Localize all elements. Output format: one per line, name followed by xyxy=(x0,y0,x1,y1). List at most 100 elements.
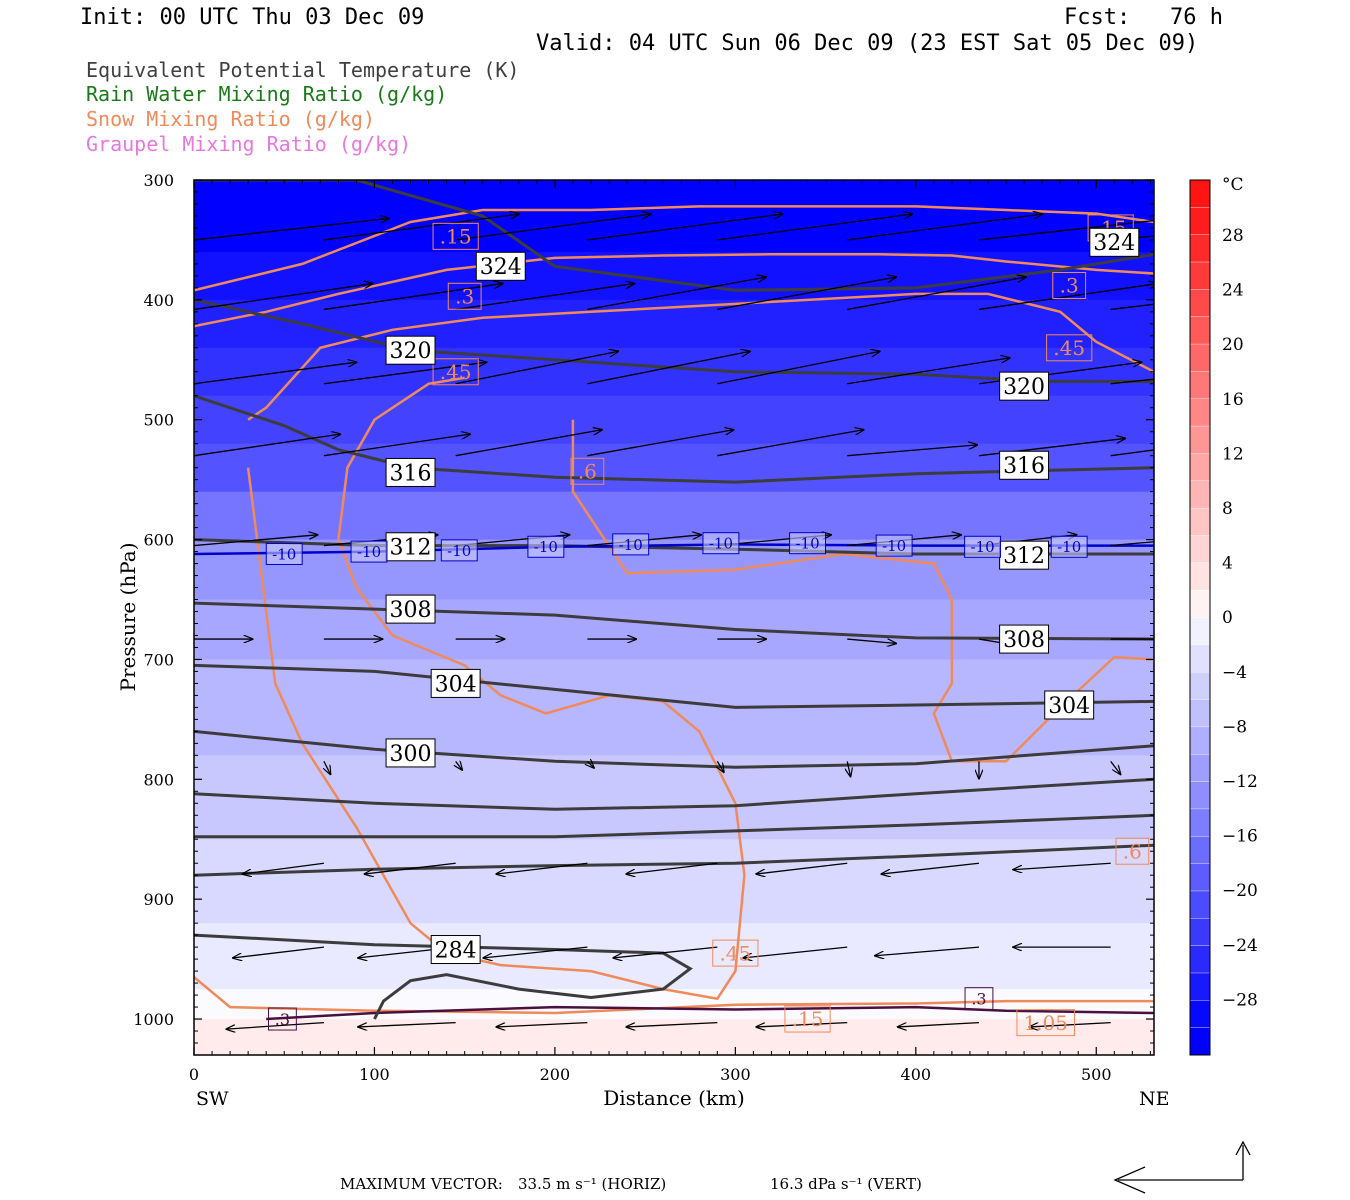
x-tick-label: 500 xyxy=(1081,1065,1112,1084)
colorbar-tick-label: 12 xyxy=(1222,444,1244,464)
colorbar-tick-label: 0 xyxy=(1222,608,1233,628)
plot-frame xyxy=(193,179,1155,1056)
colorbar-segment xyxy=(1189,671,1211,701)
wind-vector xyxy=(717,761,723,772)
isotherm-label: -10 xyxy=(265,542,303,565)
wind-vector xyxy=(882,862,980,874)
svg-text:284: 284 xyxy=(435,938,477,963)
theta-e-label: 300 xyxy=(385,738,436,768)
legend-graupel: Graupel Mixing Ratio (g/kg) xyxy=(86,132,412,156)
y-axis-title: Pressure (hPa) xyxy=(116,543,140,692)
valid-time: Valid: 04 UTC Sun 06 Dec 09 (23 EST Sat … xyxy=(536,31,1199,56)
wind-vector xyxy=(587,214,782,241)
temperature-band xyxy=(194,491,1154,541)
colorbar-tick-label: 4 xyxy=(1222,554,1233,574)
wind-vector xyxy=(1110,378,1154,385)
snow-contour xyxy=(194,253,1154,328)
wind-vector xyxy=(613,946,718,958)
wind-vector xyxy=(455,430,602,457)
svg-text:320: 320 xyxy=(1003,375,1045,400)
y-tick-label: 500 xyxy=(143,411,174,430)
theta-e-label: 316 xyxy=(999,450,1050,480)
colorbar-tick-label: 24 xyxy=(1222,281,1244,301)
svg-text:-10: -10 xyxy=(357,543,381,561)
colorbar-segment xyxy=(1189,207,1211,236)
svg-text:.3: .3 xyxy=(971,989,986,1008)
colorbar-segment xyxy=(1189,836,1211,865)
theta-e-label: 320 xyxy=(999,371,1050,401)
svg-text:-10: -10 xyxy=(882,537,906,555)
wind-vector xyxy=(324,761,330,774)
svg-text:-10: -10 xyxy=(447,542,471,560)
colorbar-segment xyxy=(1189,562,1211,591)
wind-vector xyxy=(323,214,519,241)
snow-contour-label: .15 xyxy=(784,1005,831,1033)
colorbar-segment xyxy=(1189,890,1211,919)
colorbar-segment xyxy=(1189,754,1211,783)
rain-contour xyxy=(266,1005,1154,1021)
colorbar-segment xyxy=(1189,343,1211,373)
wind-vector xyxy=(455,214,651,241)
theta-e-contour xyxy=(194,729,1154,769)
wind-vector xyxy=(323,434,470,457)
colorbar-segment xyxy=(1189,535,1211,564)
svg-text:.6: .6 xyxy=(578,459,597,483)
svg-text:304: 304 xyxy=(435,672,477,697)
svg-text:324: 324 xyxy=(1093,231,1135,256)
y-tick-label: 900 xyxy=(143,890,174,909)
wind-vector xyxy=(978,284,1154,311)
colorbar-segment xyxy=(1189,699,1211,728)
y-tick-label: 400 xyxy=(143,291,174,310)
wind-vector xyxy=(756,1021,848,1027)
colorbar-tick-label: −20 xyxy=(1222,881,1258,901)
isotherm-label: -10 xyxy=(1050,535,1088,558)
colorbar-tick-label: 20 xyxy=(1222,335,1244,355)
wind-vector xyxy=(717,277,896,311)
colorbar-segment xyxy=(1189,972,1211,1002)
theta-e-contour xyxy=(194,777,1154,811)
forecast-hour: Fcst: 76 h xyxy=(1064,5,1223,30)
theta-e-label: 308 xyxy=(999,624,1050,654)
isotherm-label: -10 xyxy=(875,534,913,557)
wind-vector xyxy=(587,277,766,311)
colorbar-segment xyxy=(1189,507,1211,537)
theta-e-label: 316 xyxy=(385,457,436,487)
colorbar-segment xyxy=(1189,261,1211,291)
isotherm-label: -10 xyxy=(964,535,1002,558)
colorbar-segment xyxy=(1189,425,1211,455)
snow-contour-label: .45 xyxy=(432,358,479,386)
svg-text:-10: -10 xyxy=(1057,538,1081,556)
wind-vector xyxy=(626,1021,718,1027)
colorbar-tick-label: 8 xyxy=(1222,499,1233,519)
wind-vector xyxy=(587,761,593,767)
max-vector-vert: 16.3 dPa s⁻¹ (VERT) xyxy=(770,1175,922,1193)
colorbar-tick-label: −8 xyxy=(1222,717,1247,737)
wind-vector xyxy=(587,430,733,457)
wind-vector xyxy=(233,946,325,958)
svg-text:.45: .45 xyxy=(440,360,472,384)
theta-e-contour xyxy=(194,813,1154,839)
colorbar-segment xyxy=(1189,918,1211,947)
theta-e-contour xyxy=(194,180,1154,292)
wind-vector xyxy=(456,761,462,770)
colorbar-segment xyxy=(1189,316,1211,345)
wind-vector xyxy=(1110,235,1154,241)
svg-text:.45: .45 xyxy=(1053,336,1085,360)
isotherm-label: -10 xyxy=(612,533,650,556)
snow-contour-label: .3 xyxy=(1052,271,1087,299)
colorbar-segment xyxy=(1189,726,1211,755)
wind-vector xyxy=(496,1021,588,1027)
wind-vector xyxy=(847,277,1026,311)
svg-text:-10: -10 xyxy=(970,538,994,556)
wind-vector xyxy=(743,946,848,958)
svg-text:-10: -10 xyxy=(272,545,296,563)
y-tick-label: 800 xyxy=(143,770,174,789)
colorbar-segment xyxy=(1189,808,1211,837)
x-tick-label: 400 xyxy=(901,1065,932,1084)
theta-e-contour xyxy=(194,933,693,1020)
snow-contour xyxy=(247,292,1154,421)
legend-rain: Rain Water Mixing Ratio (g/kg) xyxy=(86,82,448,106)
svg-text:324: 324 xyxy=(480,255,522,280)
snow-contour-label: .3 xyxy=(447,282,482,310)
wind-vector xyxy=(194,434,340,457)
